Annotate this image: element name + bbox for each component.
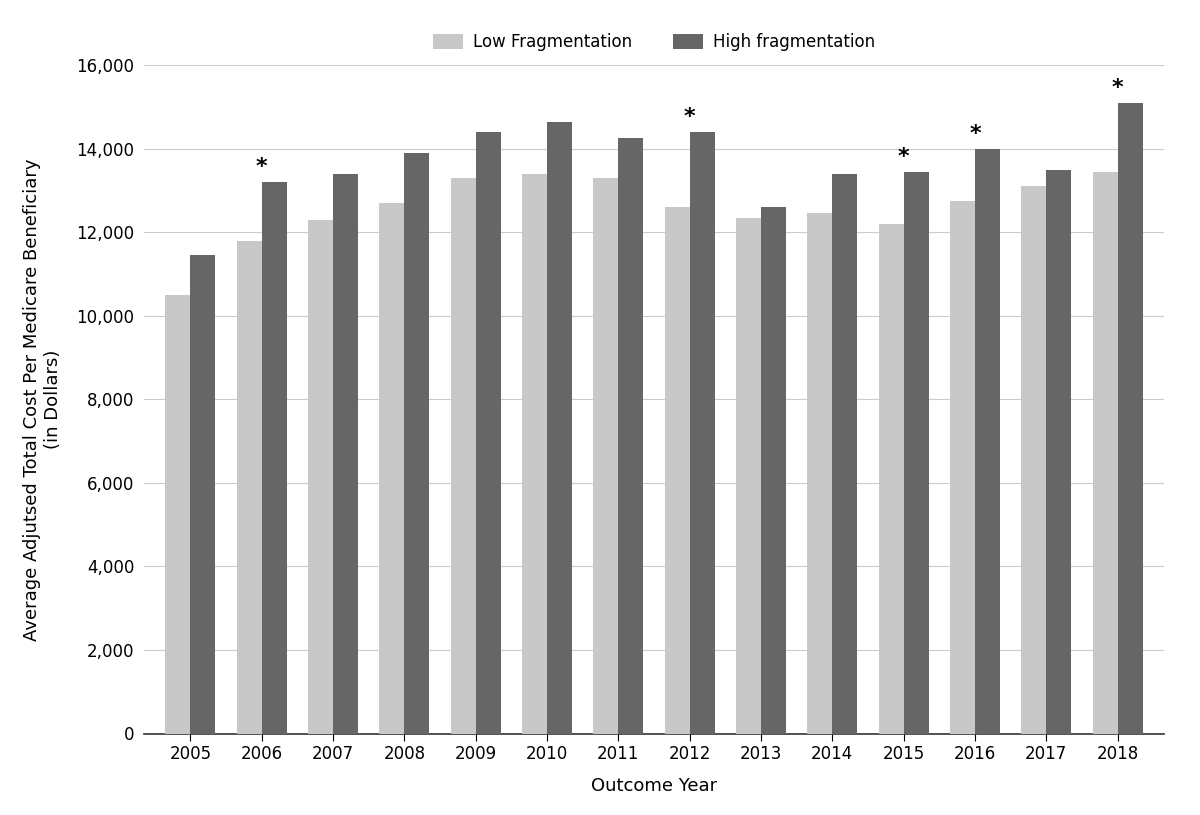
- Bar: [236, 240, 262, 734]
- Bar: [593, 178, 618, 734]
- Bar: [404, 153, 430, 734]
- Bar: [191, 255, 215, 734]
- Bar: [308, 220, 334, 734]
- Bar: [262, 182, 287, 734]
- Bar: [690, 132, 715, 734]
- Bar: [665, 207, 690, 734]
- Text: *: *: [1112, 77, 1123, 98]
- Text: *: *: [256, 157, 268, 177]
- Bar: [1117, 103, 1142, 734]
- Bar: [166, 295, 191, 734]
- Legend: Low Fragmentation, High fragmentation: Low Fragmentation, High fragmentation: [426, 27, 882, 58]
- Bar: [950, 201, 974, 734]
- Text: *: *: [970, 124, 980, 143]
- Bar: [1021, 187, 1046, 734]
- Bar: [878, 224, 904, 734]
- Bar: [736, 218, 761, 734]
- Y-axis label: Average Adjutsed Total Cost Per Medicare Beneficiary
(in Dollars): Average Adjutsed Total Cost Per Medicare…: [24, 158, 62, 641]
- Bar: [334, 174, 358, 734]
- Bar: [808, 214, 833, 734]
- Bar: [904, 172, 929, 734]
- Bar: [761, 207, 786, 734]
- Bar: [974, 148, 1000, 734]
- Text: *: *: [684, 107, 696, 127]
- Bar: [547, 121, 572, 734]
- Bar: [833, 174, 857, 734]
- Bar: [522, 174, 547, 734]
- Bar: [1046, 170, 1072, 734]
- X-axis label: Outcome Year: Outcome Year: [590, 778, 718, 795]
- Text: *: *: [898, 147, 910, 167]
- Bar: [475, 132, 500, 734]
- Bar: [1093, 172, 1117, 734]
- Bar: [451, 178, 475, 734]
- Bar: [379, 203, 404, 734]
- Bar: [618, 139, 643, 734]
